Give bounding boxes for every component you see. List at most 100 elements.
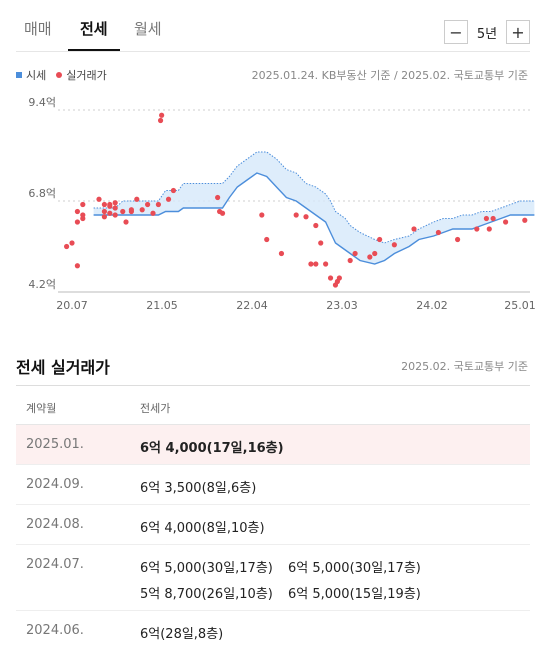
deal-point [308, 261, 314, 267]
price-value: 6억 5,000(30일,17층) [288, 561, 421, 576]
x-tick-label: 22.04 [236, 299, 268, 312]
deal-point [64, 243, 70, 250]
x-tick-label: 25.01 [504, 299, 536, 312]
deal-point [347, 257, 353, 264]
deal-point [107, 210, 113, 216]
deal-table: 계약월 전세가 2025.01. 6억 4,000(17일,16층) 2024.09… [16, 385, 530, 650]
deal-point [80, 201, 86, 208]
price-value: 6억 4,000(8일,10층) [140, 521, 265, 536]
x-tick-label: 23.03 [326, 299, 358, 312]
chart-legend: 시세 실거래가 [16, 67, 107, 83]
deal-point [474, 226, 480, 232]
price-values: 6억 4,000(8일,10층) [140, 517, 436, 536]
y-tick-label: 6.8억 [28, 187, 56, 200]
y-tick-label: 9.4억 [28, 96, 56, 109]
tab-monthly-rent[interactable]: 월세 [134, 20, 162, 38]
deal-point [145, 201, 151, 208]
deal-point [120, 208, 126, 215]
price-values: 6억 4,000(17일,16층) [140, 437, 436, 456]
table-row: 2024.08. 6억 4,000(8일,10층) [16, 505, 530, 545]
deal-point [490, 215, 496, 222]
deal-point [455, 236, 461, 243]
contract-month: 2024.07. [26, 557, 84, 572]
deal-point [157, 117, 164, 124]
x-tick-label: 21.05 [146, 299, 178, 312]
deal-point [74, 208, 80, 215]
deal-point [80, 212, 86, 218]
deal-point [112, 212, 118, 218]
deal-point [215, 194, 221, 201]
deal-point [435, 229, 441, 236]
period-stepper: − 5년 + [444, 20, 530, 44]
deal-point [264, 236, 270, 243]
deal-point [522, 217, 528, 223]
deal-point [101, 201, 107, 208]
deal-point [112, 200, 118, 206]
deal-point [128, 207, 134, 213]
price-values: 6억 5,000(30일,17층) 6억 5,000(30일,17층) 5억 8,7… [140, 557, 436, 602]
price-upper-line [93, 151, 535, 244]
deal-point [303, 214, 309, 220]
price-values: 6억(28일,8층) [140, 623, 436, 642]
deal-point [313, 261, 319, 267]
deal-point [367, 254, 373, 260]
table-row: 2024.06. 6억(28일,8층) [16, 611, 530, 650]
period-increase-button[interactable]: + [506, 20, 530, 44]
chart-source: 2025.01.24. KB부동산 기준 / 2025.02. 국토교통부 기준 [251, 69, 528, 82]
header-jeonse-price: 전세가 [140, 402, 171, 415]
deal-point [165, 196, 172, 202]
deal-point [150, 210, 156, 216]
y-tick-label: 4.2억 [28, 278, 56, 291]
price-value: 5억 8,700(26일,10층) [140, 587, 273, 602]
tab-jeonse[interactable]: 전세 [68, 18, 120, 51]
deal-point [159, 112, 165, 118]
tab-sale[interactable]: 매매 [24, 20, 52, 38]
deal-point [293, 212, 299, 218]
deal-point [69, 240, 75, 246]
deal-point [352, 250, 358, 257]
deal-point [391, 242, 397, 248]
price-legend-swatch [16, 72, 22, 78]
section-title: 전세 실거래가 [16, 358, 110, 377]
deal-point [101, 208, 107, 215]
price-value: 6억 4,000(17일,16층) [140, 441, 284, 456]
period-value: 5년 [476, 26, 498, 42]
deal-point [313, 222, 319, 229]
price-band-area [93, 152, 535, 264]
table-row: 2024.07. 6억 5,000(30일,17층) 6억 5,000(30일,17… [16, 545, 530, 611]
deal-point [134, 196, 140, 202]
deal-point [139, 207, 145, 213]
deal-point [155, 201, 161, 208]
deal-point [483, 215, 489, 222]
table-row: 2024.09. 6억 3,500(8일,6층) [16, 465, 530, 505]
contract-month: 2025.01. [26, 437, 84, 452]
deal-point [372, 250, 378, 257]
period-decrease-button[interactable]: − [444, 20, 468, 44]
deal-point [74, 219, 80, 225]
deal-point [377, 236, 383, 243]
deal-point [219, 210, 226, 216]
table-header: 계약월 전세가 [16, 385, 530, 425]
deal-point [327, 275, 334, 281]
deal-point [323, 261, 329, 267]
price-value: 6억(28일,8층) [140, 627, 224, 642]
price-value: 6억 5,000(15일,19층) [288, 587, 421, 602]
x-tick-label: 24.02 [416, 299, 448, 312]
contract-month: 2024.08. [26, 517, 84, 532]
price-value: 6억 3,500(8일,6층) [140, 481, 257, 496]
deal-point [123, 219, 129, 225]
price-legend-label: 시세 [26, 69, 47, 82]
price-value: 6억 5,000(30일,17층) [140, 561, 273, 576]
deal-point [259, 212, 265, 218]
deal-point [74, 263, 80, 269]
deal-point [336, 275, 342, 281]
deal-legend-swatch [56, 72, 63, 78]
deal-legend-label: 실거래가 [66, 69, 107, 82]
deal-point [278, 250, 285, 257]
deal-point [170, 187, 177, 194]
section-source: 2025.02. 국토교통부 기준 [401, 360, 528, 373]
deal-point [411, 226, 417, 232]
table-row: 2025.01. 6억 4,000(17일,16층) [16, 425, 530, 465]
contract-month: 2024.09. [26, 477, 84, 492]
